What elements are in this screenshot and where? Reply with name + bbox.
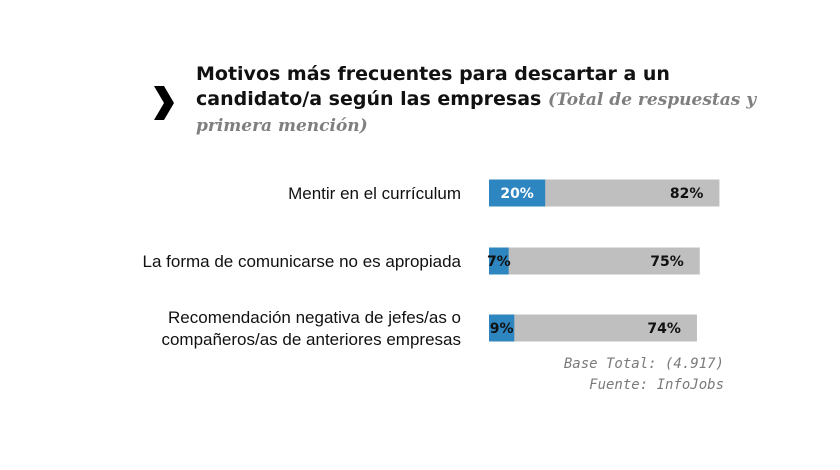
bar-first-mention-3 [489,314,515,342]
data-label-first-mention-3: 9% [490,321,514,337]
data-label-total-1: 82% [670,186,704,202]
source: Fuente: InfoJobs [589,377,724,393]
data-label-total-3: 74% [647,321,681,337]
category-label-3-line-1: Recomendación negativa de jefes/as o [168,308,461,327]
bar-total-3 [489,314,697,342]
base-total: Base Total: (4.917) [563,356,724,372]
bar-total-2 [489,247,700,275]
data-label-first-mention-1: 20% [500,186,534,202]
chart-subtitle: (Total de respuestas y primera mención) [196,90,757,136]
bar-first-mention-1 [489,179,546,207]
chart-title: Motivos más frecuentes para descartar a … [196,62,776,139]
data-label-total-2: 75% [650,254,684,270]
data-label-first-mention-2: 7% [487,254,511,270]
chevron-right-icon [154,86,174,120]
category-label-2: La forma de comunicarse no es apropiada [143,252,462,271]
chart-title-text: Motivos más frecuentes para descartar a … [196,63,670,110]
chart-footnote: Base Total: (4.917) Fuente: InfoJobs [564,354,724,396]
category-label-3-line-2: compañeros/as de anteriores empresas [161,330,461,349]
bar-first-mention-2 [489,247,509,275]
category-label-1: Mentir en el currículum [288,184,461,203]
